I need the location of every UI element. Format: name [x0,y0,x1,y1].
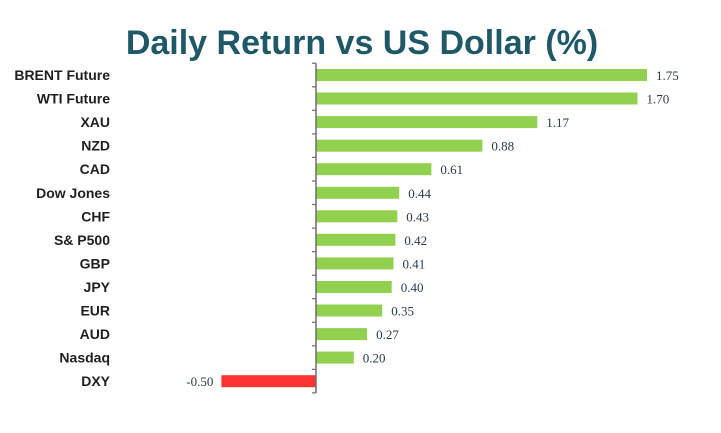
bar-nasdaq [316,351,354,364]
category-label-xau: XAU [80,114,110,130]
category-labels: BRENT Future WTI Future XAU NZD CAD Dow Jones… [14,67,110,389]
category-axis [312,62,317,394]
value-label-eur: 0.35 [391,304,414,319]
value-labels: 1.75 1.70 1.17 0.88 0.61 0.44 0.43 0.42 0.41 0.40… [186,68,678,389]
category-label-nasdaq: Nasdaq [59,350,110,366]
category-label-dow-jones: Dow Jones [36,185,110,201]
bar-wti-future [316,92,638,105]
category-label-eur: EUR [80,303,110,319]
category-label-chf: CHF [81,208,110,224]
value-label-dxy: -0.50 [186,374,213,389]
bar-brent-future [316,69,647,81]
bar-s-p500 [316,233,396,246]
category-label-aud: AUD [80,326,110,342]
bar-gbp [316,257,394,270]
category-label-cad: CAD [80,161,110,177]
value-label-jpy: 0.40 [401,280,424,295]
category-label-jpy: JPY [84,279,111,295]
bar-nzd [316,139,483,152]
value-label-cad: 0.61 [440,162,463,177]
bar-chf [316,210,398,223]
bar-dow-jones [316,186,400,199]
value-label-aud: 0.27 [376,327,399,342]
value-label-brent-future: 1.75 [656,68,679,83]
value-label-s-p500: 0.42 [404,233,427,248]
value-label-nzd: 0.88 [491,139,514,154]
value-label-xau: 1.17 [546,115,569,130]
category-label-dxy: DXY [81,373,110,389]
value-label-wti-future: 1.70 [647,92,670,107]
chart-title: Daily Return vs US Dollar (%) [126,24,598,62]
category-label-wti-future: WTI Future [37,91,110,107]
bars-group [221,69,647,388]
bar-eur [316,304,383,317]
bar-cad [316,163,432,176]
category-label-gbp: GBP [80,255,110,271]
category-label-s-p500: S& P500 [54,232,110,248]
category-label-brent-future: BRENT Future [14,67,110,83]
value-label-gbp: 0.41 [403,256,426,271]
bar-aud [316,328,368,341]
bar-jpy [316,281,392,293]
value-label-dow-jones: 0.44 [408,186,431,201]
bar-dxy [221,375,316,388]
bar-xau [316,116,538,129]
category-label-nzd: NZD [81,138,110,154]
value-label-chf: 0.43 [406,209,429,224]
value-label-nasdaq: 0.20 [363,351,386,366]
